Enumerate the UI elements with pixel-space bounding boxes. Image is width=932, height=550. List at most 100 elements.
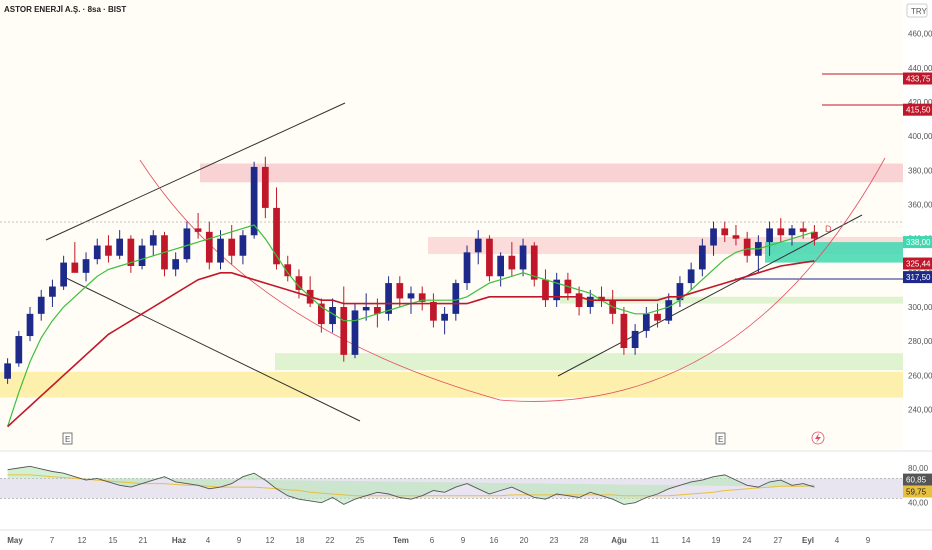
candle-body[interactable] [642,313,650,331]
candle-body[interactable] [105,245,112,256]
candle-body[interactable] [530,245,538,280]
rsi-value-box [903,485,932,498]
price-labels: 433,75 415,50 338,00 325,44 317,50 [903,72,932,284]
x-tick-label: Tem [393,536,409,545]
candle-body[interactable] [172,259,180,270]
candle-body[interactable] [430,301,437,321]
candle-body[interactable] [205,231,213,263]
zone-light-green-upper[interactable] [560,296,903,304]
candle-body[interactable] [654,313,661,321]
candle-body[interactable] [329,307,336,325]
candle-body[interactable] [217,238,224,263]
candle-body[interactable] [362,307,370,311]
candle-body[interactable] [710,228,717,246]
candle-body[interactable] [542,279,549,301]
candle-body[interactable] [463,252,471,284]
candle-body[interactable] [452,283,460,314]
candle-body[interactable] [149,235,157,246]
candle-body[interactable] [575,293,583,307]
x-tick-label: 14 [682,536,691,545]
candle-body[interactable] [811,231,818,239]
y-tick-label: 420,00 [908,98,932,107]
candle-body[interactable] [732,235,740,239]
candle-body[interactable] [743,238,751,256]
candle-body[interactable] [508,255,516,270]
candle-body[interactable] [261,166,269,208]
candle-body[interactable] [407,293,415,299]
candle-body[interactable] [676,283,684,301]
candle-body[interactable] [138,245,146,267]
y-tick-label: 440,00 [908,64,932,73]
candle-body[interactable] [340,307,348,355]
candle-body[interactable] [385,283,392,314]
candle-body[interactable] [37,296,45,314]
x-tick-label: Haz [172,536,186,545]
candle-body[interactable] [497,255,505,277]
zone-teal[interactable] [765,242,903,263]
candle-body[interactable] [799,228,807,232]
x-tick-label: 9 [237,536,242,545]
currency-badge[interactable]: TRY [911,7,928,16]
candle-body[interactable] [71,262,79,273]
rising-trend-line[interactable] [557,214,863,377]
candle-body[interactable] [82,259,90,273]
candle-body[interactable] [15,336,23,364]
sma-slow-line[interactable] [7,260,815,428]
zone-resistance[interactable] [200,163,903,183]
candle-body[interactable] [93,245,101,260]
candle-body[interactable] [273,207,280,265]
candle-body[interactable] [687,269,695,284]
rsi-line[interactable] [7,465,815,505]
time-axis[interactable]: May 7 12 15 21 Haz 4 9 12 18 22 25 Tem 6 9 16 20 23 28 Ağu 1… [0,529,932,545]
candle-body[interactable] [116,238,124,256]
candle-body[interactable] [474,238,482,253]
candle-body[interactable] [183,228,191,260]
candle-body[interactable] [239,235,247,256]
price-label: 338,00 [906,238,931,247]
candle-body[interactable] [519,245,527,270]
candle-body[interactable] [228,238,236,256]
candle-body[interactable] [721,228,729,236]
candle-body[interactable] [284,264,292,277]
candle-body[interactable] [374,307,381,314]
candle-body[interactable] [486,238,493,277]
candle-body[interactable] [194,228,202,232]
candle-body[interactable] [295,276,303,290]
x-tick-label: 21 [139,536,148,545]
candle-body[interactable] [441,313,448,321]
candle-body[interactable] [598,296,605,301]
candle-body[interactable] [127,238,135,266]
candle-body[interactable] [4,363,11,379]
candle-body[interactable] [788,228,796,236]
y-tick-label: 400,00 [908,132,932,141]
candle-body[interactable] [766,228,773,243]
candle-body[interactable] [26,313,34,337]
price-label-box [903,257,932,270]
candle-body[interactable] [553,279,561,301]
event-marker-1[interactable]: E [62,432,73,445]
candle-body[interactable] [665,300,673,321]
upper-channel-line[interactable] [45,102,346,241]
candle-body[interactable] [777,228,785,236]
zone-green[interactable] [275,353,903,371]
cup-arc[interactable] [139,157,886,402]
trend-lines[interactable] [0,73,903,422]
candle-body[interactable] [698,245,706,270]
currency-badge-box[interactable] [906,3,928,18]
candle-body[interactable] [631,330,639,348]
candle-body[interactable] [396,283,404,299]
candle-body[interactable] [586,296,594,307]
candle-body[interactable] [620,313,628,348]
lower-channel-line[interactable] [61,275,361,422]
candle-body[interactable] [351,310,359,355]
candle-body[interactable] [317,303,325,325]
x-tick-label: 12 [266,536,275,545]
candle-body[interactable] [418,293,426,302]
candle-body[interactable] [250,166,258,236]
event-marker-2[interactable]: E [715,432,726,445]
chart-title: ASTOR ENERJİ A.Ş. · 8sa · BIST [4,5,126,14]
candle-body[interactable] [49,286,56,297]
candle-body[interactable] [60,262,67,287]
lightning-icon[interactable] [811,431,825,445]
